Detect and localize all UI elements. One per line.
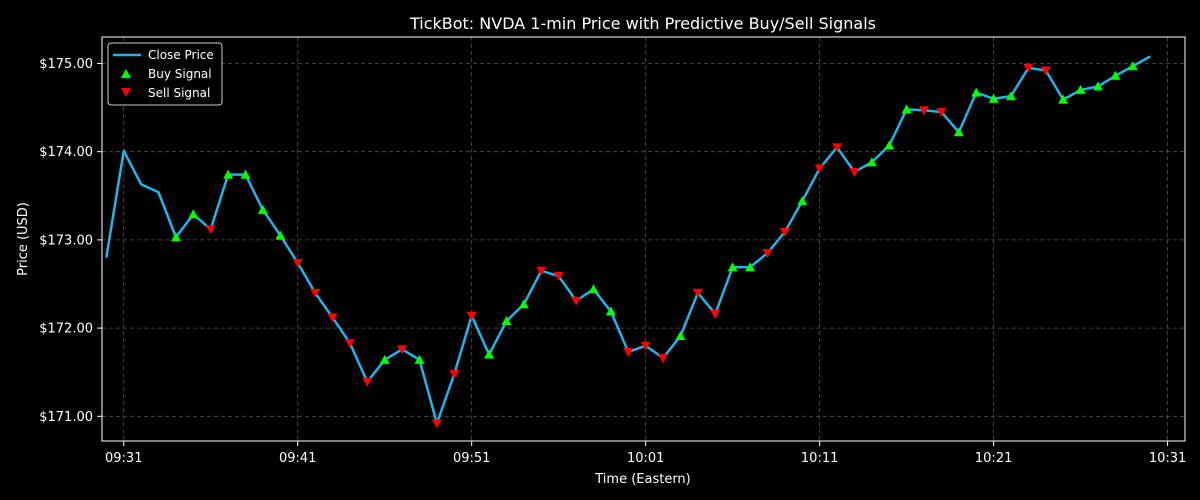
buy-signal-marker bbox=[953, 127, 964, 137]
sell-signal-marker bbox=[640, 341, 651, 351]
buy-signal-marker bbox=[223, 169, 234, 179]
legend-sell-swatch bbox=[121, 88, 131, 97]
sell-signal-marker bbox=[205, 225, 216, 235]
buy-signal-marker bbox=[1075, 84, 1086, 94]
sell-signal-marker bbox=[779, 227, 790, 237]
x-tick-label: 09:51 bbox=[453, 451, 490, 466]
sell-signal-marker bbox=[466, 311, 477, 321]
buy-signal-marker bbox=[501, 316, 512, 326]
buy-signal-marker bbox=[1127, 61, 1138, 71]
legend-label-close: Close Price bbox=[148, 48, 214, 62]
buy-signal-marker bbox=[170, 232, 181, 242]
buy-signal-marker bbox=[379, 354, 390, 364]
sell-signal-marker bbox=[936, 107, 947, 117]
buy-signal-marker bbox=[484, 349, 495, 359]
marker-layer bbox=[170, 61, 1138, 429]
sell-signal-marker bbox=[536, 266, 547, 276]
sell-signal-marker bbox=[692, 288, 703, 298]
plot-frame bbox=[101, 36, 1186, 442]
legend-label-sell: Sell Signal bbox=[148, 86, 210, 100]
buy-signal-marker bbox=[675, 331, 686, 341]
sell-signal-marker bbox=[1023, 63, 1034, 73]
x-tick-label: 10:01 bbox=[627, 451, 664, 466]
buy-signal-marker bbox=[745, 262, 756, 272]
x-tick-label: 09:41 bbox=[279, 451, 316, 466]
x-tick-label: 10:11 bbox=[801, 451, 838, 466]
sell-signal-marker bbox=[658, 354, 669, 364]
y-tick-label: $174.00 bbox=[39, 145, 93, 160]
grid bbox=[102, 37, 1185, 441]
buy-signal-marker bbox=[797, 196, 808, 206]
buy-signal-marker bbox=[605, 306, 616, 316]
sell-signal-marker bbox=[310, 288, 321, 298]
legend: Close Price Buy Signal Sell Signal bbox=[107, 42, 223, 106]
chart-title: TickBot: NVDA 1-min Price with Predictiv… bbox=[409, 14, 876, 33]
sell-signal-marker bbox=[762, 249, 773, 259]
x-axis-label: Time (Eastern) bbox=[594, 472, 691, 487]
legend-buy-swatch bbox=[121, 69, 131, 78]
buy-signal-marker bbox=[901, 104, 912, 114]
buy-signal-marker bbox=[971, 87, 982, 97]
buy-signal-marker bbox=[884, 140, 895, 150]
sell-signal-marker bbox=[397, 345, 408, 355]
y-axis-label: Price (USD) bbox=[16, 202, 31, 276]
sell-signal-marker bbox=[344, 339, 355, 349]
sell-signal-marker bbox=[571, 296, 582, 306]
ticks: 09:31 09:41 09:51 10:01 10:11 10:21 10:31 $171.… bbox=[39, 57, 1186, 466]
y-tick-label: $173.00 bbox=[39, 233, 93, 248]
y-tick-label: $175.00 bbox=[39, 57, 93, 72]
sell-signal-marker bbox=[292, 258, 303, 268]
sell-signal-marker bbox=[849, 167, 860, 177]
x-tick-label: 10:21 bbox=[975, 451, 1012, 466]
legend-label-buy: Buy Signal bbox=[148, 67, 212, 81]
sell-signal-marker bbox=[431, 419, 442, 429]
buy-signal-marker bbox=[727, 262, 738, 272]
buy-signal-marker bbox=[240, 169, 251, 179]
sell-signal-marker bbox=[919, 106, 930, 116]
sell-signal-marker bbox=[327, 313, 338, 323]
y-tick-label: $171.00 bbox=[39, 410, 93, 425]
x-tick-label: 09:31 bbox=[105, 451, 142, 466]
buy-signal-marker bbox=[275, 230, 286, 240]
buy-signal-marker bbox=[588, 284, 599, 294]
sell-signal-marker bbox=[553, 272, 564, 282]
buy-signal-marker bbox=[188, 209, 199, 219]
buy-signal-marker bbox=[1006, 91, 1017, 101]
buy-signal-marker bbox=[257, 204, 268, 214]
buy-signal-marker bbox=[414, 354, 425, 364]
sell-signal-marker bbox=[1040, 66, 1051, 76]
buy-signal-marker bbox=[866, 157, 877, 167]
buy-signal-marker bbox=[518, 299, 529, 309]
buy-signal-marker bbox=[1110, 70, 1121, 80]
legend-box bbox=[107, 42, 223, 106]
sell-signal-marker bbox=[710, 309, 721, 319]
sell-signal-marker bbox=[449, 369, 460, 379]
buy-signal-marker bbox=[1058, 94, 1069, 104]
x-tick-label: 10:31 bbox=[1149, 451, 1186, 466]
y-tick-label: $172.00 bbox=[39, 322, 93, 337]
sell-signal-marker bbox=[814, 164, 825, 174]
sell-signal-marker bbox=[832, 143, 843, 153]
sell-signal-marker bbox=[362, 377, 373, 387]
buy-signal-marker bbox=[1093, 81, 1104, 91]
buy-signal-marker bbox=[988, 93, 999, 103]
sell-signal-marker bbox=[623, 347, 634, 357]
